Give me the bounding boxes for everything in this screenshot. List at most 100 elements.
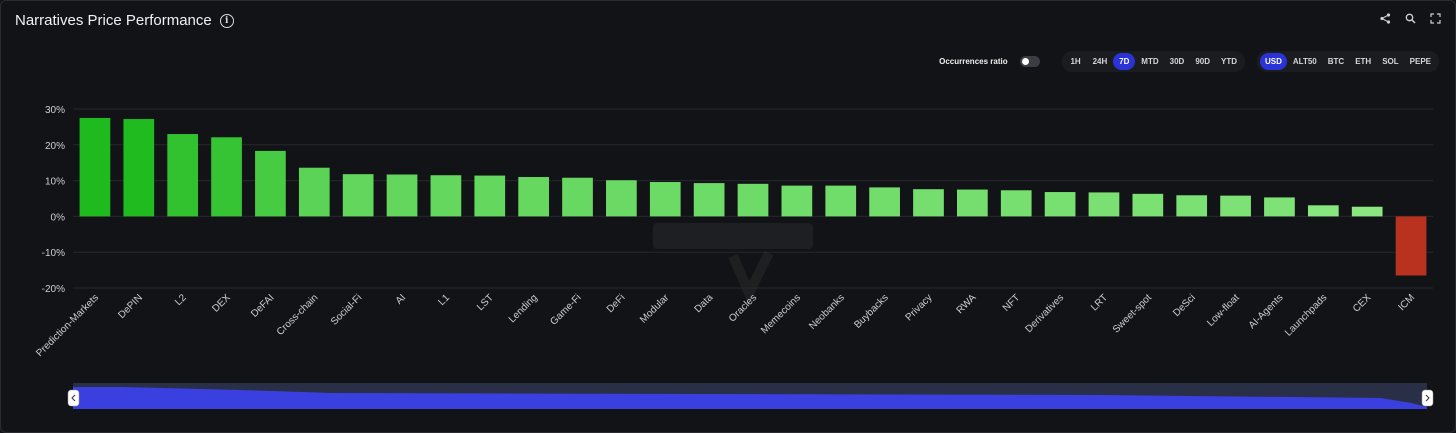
y-tick-label: -10% — [42, 248, 65, 259]
bar-game-fi[interactable] — [562, 177, 593, 217]
currency-button-eth[interactable]: ETH — [1355, 57, 1372, 66]
x-tick-label: AI — [394, 292, 408, 306]
x-tick-label: Derivatives — [1023, 292, 1066, 335]
timeframe-button-ytd[interactable]: YTD — [1221, 57, 1237, 66]
bar-l2[interactable] — [167, 134, 199, 217]
watermark-logo — [653, 223, 813, 305]
slider-handle-right[interactable] — [1421, 389, 1434, 407]
x-tick-label: Data — [693, 292, 716, 315]
currency-button-usd[interactable]: USD — [1260, 53, 1287, 70]
x-tick-label: DEX — [210, 292, 233, 315]
bar-lst[interactable] — [474, 175, 506, 217]
share-icon[interactable] — [1380, 13, 1391, 24]
currency-button-pepe[interactable]: PEPE — [1409, 57, 1431, 66]
x-tick-label: Lending — [507, 292, 540, 325]
bar-buybacks[interactable] — [869, 187, 900, 217]
x-tick-label: DeFAI — [249, 292, 276, 319]
x-tick-label: Launchpads — [1283, 292, 1329, 338]
x-tick-label: Social-Fi — [329, 292, 364, 327]
x-tick-label: AI-Agents — [1247, 292, 1286, 331]
bar-nft[interactable] — [1000, 190, 1032, 217]
x-tick-label: Cross-chain — [275, 292, 321, 338]
x-tick-label: DePIN — [116, 292, 145, 321]
x-tick-label: Modular — [638, 292, 672, 326]
bar-prediction-markets[interactable] — [79, 117, 111, 217]
x-tick-label: DeSci — [1171, 292, 1198, 319]
slider-overview-area — [73, 387, 1427, 409]
timeframe-button-90d[interactable]: 90D — [1195, 57, 1210, 66]
y-tick-label: 0% — [51, 212, 66, 223]
bar-low-float[interactable] — [1220, 195, 1251, 217]
slider-handle-left[interactable] — [67, 389, 80, 407]
x-tick-label: DeFi — [605, 292, 628, 315]
timeframe-selector: 1H 24H 7D MTD 30D 90D YTD — [1061, 51, 1245, 72]
bar-cex[interactable] — [1351, 206, 1383, 217]
bar-ai[interactable] — [386, 174, 418, 217]
y-tick-label: 30% — [45, 105, 65, 116]
info-icon[interactable]: i — [219, 13, 234, 28]
y-tick-label: 10% — [45, 177, 65, 188]
bar-privacy[interactable] — [913, 189, 944, 217]
currency-button-alt50[interactable]: ALT50 — [1292, 57, 1317, 66]
bar-defai[interactable] — [255, 150, 286, 217]
x-tick-label: LRT — [1089, 292, 1110, 313]
currency-selector: USD ALT50 BTC ETH SOL PEPE — [1257, 51, 1439, 72]
bar-data[interactable] — [693, 183, 725, 217]
x-tick-label: L1 — [436, 292, 452, 308]
x-tick-label: Oracles — [727, 292, 759, 324]
bar-lending[interactable] — [518, 177, 549, 217]
timeframe-button-30d[interactable]: 30D — [1169, 57, 1185, 66]
bar-rwa[interactable] — [957, 189, 988, 217]
search-icon[interactable] — [1405, 13, 1416, 24]
occurrences-ratio-toggle[interactable] — [1019, 56, 1040, 67]
currency-button-btc[interactable]: BTC — [1327, 57, 1345, 66]
bar-l1[interactable] — [430, 175, 462, 217]
x-tick-label: Low-float — [1205, 292, 1242, 329]
x-tick-label: Game-Fi — [548, 292, 583, 327]
bar-lrt[interactable] — [1088, 192, 1120, 217]
x-tick-label: L2 — [173, 292, 189, 308]
bar-depin[interactable] — [123, 119, 155, 217]
x-tick-label: NFT — [1001, 292, 1023, 314]
bar-oracles[interactable] — [737, 183, 769, 217]
bar-sweet-spot[interactable] — [1132, 193, 1164, 217]
chart-controls: Occurrences ratio 1H 24H 7D MTD 30D 90D YTD US… — [939, 51, 1439, 72]
x-tick-label: LST — [475, 292, 496, 313]
bar-icm[interactable] — [1395, 216, 1427, 276]
bar-ai-agents[interactable] — [1264, 197, 1295, 217]
page-title: Narratives Price Performance — [15, 12, 212, 29]
bar-defi[interactable] — [606, 180, 637, 217]
timeframe-button-1h[interactable]: 1H — [1070, 57, 1081, 66]
range-slider[interactable] — [67, 383, 1434, 409]
x-tick-label: Buybacks — [852, 292, 890, 330]
timeframe-button-7d[interactable]: 7D — [1113, 53, 1136, 70]
currency-button-sol[interactable]: SOL — [1382, 57, 1399, 66]
toolbar-icons — [1380, 13, 1441, 24]
bar-dex[interactable] — [211, 137, 242, 217]
bar-desci[interactable] — [1176, 195, 1208, 217]
panel-title-row: Narratives Price Performance i — [15, 12, 234, 29]
occurrences-ratio-label: Occurrences ratio — [939, 57, 1008, 66]
bar-memecoins[interactable] — [781, 185, 813, 217]
x-tick-label: Privacy — [904, 292, 935, 323]
fullscreen-icon[interactable] — [1430, 13, 1441, 24]
y-tick-label: -20% — [42, 284, 65, 295]
bar-launchpads[interactable] — [1307, 205, 1339, 217]
x-tick-label: Prediction-Markets — [34, 292, 101, 359]
x-tick-label: Memecoins — [759, 292, 803, 336]
timeframe-button-24h[interactable]: 24H — [1092, 57, 1108, 66]
x-tick-label: Sweet-spot — [1111, 292, 1154, 335]
bar-neobanks[interactable] — [825, 185, 857, 217]
x-tick-label: Neobanks — [807, 292, 847, 332]
bar-derivatives[interactable] — [1044, 192, 1076, 217]
timeframe-button-mtd[interactable]: MTD — [1141, 57, 1159, 66]
x-tick-label: CEX — [1351, 292, 1374, 315]
y-tick-label: 20% — [45, 141, 65, 152]
bar-modular[interactable] — [649, 182, 681, 217]
bar-social-fi[interactable] — [342, 174, 374, 217]
bar-cross-chain[interactable] — [298, 167, 330, 217]
x-tick-label: ICM — [1396, 292, 1417, 313]
x-tick-label: RWA — [955, 292, 979, 316]
